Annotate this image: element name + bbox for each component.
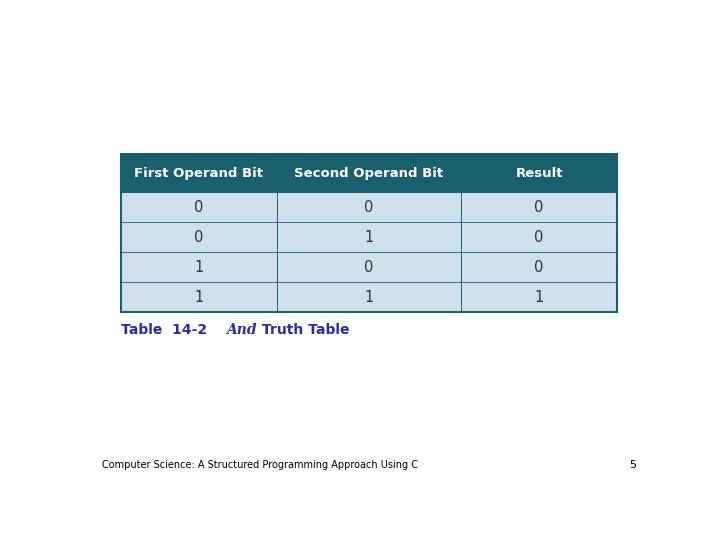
Bar [461,154,617,192]
Text: Computer Science: A Structured Programming Approach Using C: Computer Science: A Structured Programmi… [102,460,418,470]
Bar [277,222,461,252]
Bar [461,252,617,282]
Bar [461,282,617,312]
Bar [461,222,617,252]
Bar [121,282,277,312]
Text: Second Operand Bit: Second Operand Bit [294,167,444,180]
Text: 0: 0 [364,260,374,275]
Text: 5: 5 [629,460,636,470]
Text: 1: 1 [534,290,544,305]
Text: 0: 0 [534,230,544,245]
Text: 1: 1 [194,260,204,275]
Bar [121,222,277,252]
Text: 0: 0 [364,200,374,215]
Text: 1: 1 [194,290,204,305]
Bar [121,252,277,282]
Text: Truth Table: Truth Table [257,323,349,336]
Bar [461,192,617,222]
Text: 1: 1 [364,290,374,305]
Text: Result: Result [516,167,563,180]
Text: 0: 0 [534,200,544,215]
Text: 0: 0 [534,260,544,275]
Text: 0: 0 [194,200,204,215]
Bar [277,282,461,312]
Bar [277,192,461,222]
Text: 0: 0 [194,230,204,245]
Bar [277,252,461,282]
Text: And: And [226,323,257,336]
Bar [277,154,461,192]
Text: First Operand Bit: First Operand Bit [135,167,264,180]
Text: Table  14-2: Table 14-2 [121,323,226,336]
Text: 1: 1 [364,230,374,245]
Bar [121,192,277,222]
Bar [121,154,277,192]
